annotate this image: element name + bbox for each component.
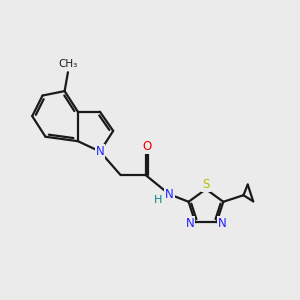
Text: H: H xyxy=(154,195,162,205)
Text: CH₃: CH₃ xyxy=(58,59,78,69)
Text: N: N xyxy=(185,217,194,230)
Text: O: O xyxy=(142,140,152,153)
Text: N: N xyxy=(218,217,226,230)
Text: N: N xyxy=(165,188,174,201)
Text: S: S xyxy=(202,178,210,191)
Text: N: N xyxy=(96,145,104,158)
